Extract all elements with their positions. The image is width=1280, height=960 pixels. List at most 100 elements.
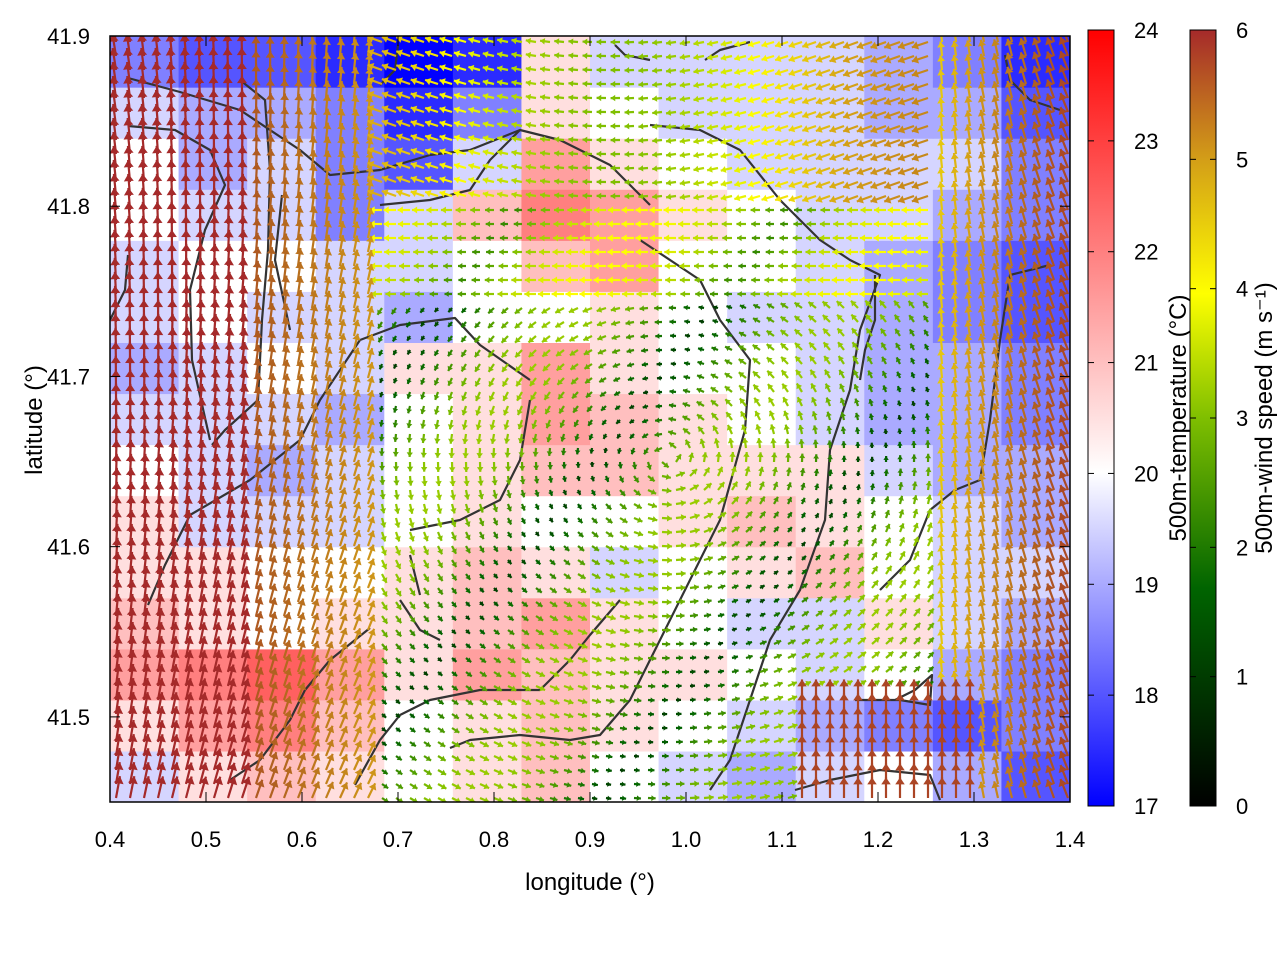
wind-arrow — [815, 110, 831, 119]
wind-arrow — [706, 67, 719, 75]
wind-arrow — [638, 193, 649, 200]
wind-arrow — [439, 36, 453, 44]
wind-arrow — [482, 65, 495, 72]
wind-arrow — [870, 152, 887, 162]
wind-arrow — [859, 234, 872, 242]
wind-arrow — [594, 206, 606, 214]
wind-arrow — [720, 180, 733, 187]
wind-arrow — [496, 37, 509, 45]
wind-arrow — [842, 110, 859, 120]
wind-arrow — [610, 66, 621, 74]
wind-arrow — [456, 234, 466, 242]
wind-arrow — [350, 39, 360, 57]
wind-arrow — [977, 165, 987, 183]
wind-arrow — [412, 234, 424, 242]
wind-arrow — [553, 220, 564, 228]
wind-arrow — [856, 54, 873, 64]
heatmap-cell — [727, 495, 797, 548]
wind-arrow — [663, 234, 676, 242]
wind-arrow — [842, 54, 859, 64]
wind-arrow — [897, 68, 915, 78]
heatmap-cell — [590, 189, 660, 241]
wind-arrow — [950, 96, 959, 113]
wind-arrow — [1004, 164, 1014, 183]
wind-arrow — [734, 180, 747, 188]
wind-arrow — [540, 206, 550, 214]
wind-arrow — [915, 220, 928, 228]
wind-arrow — [1045, 51, 1056, 71]
wind-arrow — [554, 38, 565, 45]
wind-arrow — [309, 178, 318, 197]
y-tick-label: 41.8 — [47, 194, 90, 219]
wind-arrow — [1031, 191, 1042, 211]
wind-arrow — [883, 68, 901, 78]
wind-arrow — [470, 206, 480, 214]
wind-arrow — [439, 64, 453, 72]
wind-arrow — [801, 82, 817, 91]
wind-arrow — [610, 164, 621, 172]
wind-arrow — [539, 52, 551, 59]
wind-arrow — [870, 54, 887, 64]
heatmap-cell — [452, 36, 523, 88]
wind-arrow — [468, 78, 481, 86]
wind-arrow — [870, 138, 887, 148]
x-tick-label: 0.4 — [95, 827, 126, 852]
heatmap-cell — [521, 546, 591, 599]
wind-arrow — [527, 206, 536, 214]
wind-arrow — [883, 96, 901, 106]
wind-arrow — [911, 82, 929, 92]
heatmap-cell — [384, 495, 454, 548]
x-tick-label: 0.5 — [191, 827, 222, 852]
wind-arrow — [761, 82, 775, 90]
heatmap-cell — [658, 342, 728, 395]
wind-arrow — [1045, 163, 1056, 183]
wind-arrow — [801, 138, 817, 147]
wind-arrow — [424, 175, 439, 184]
wind-arrow — [693, 137, 705, 145]
x-tick-label: 1.1 — [767, 827, 798, 852]
wind-arrow — [1018, 178, 1028, 197]
wind-arrow — [967, 36, 972, 43]
wind-arrow — [679, 95, 691, 103]
wind-arrow — [582, 136, 593, 143]
wind-arrow — [365, 165, 374, 183]
wind-arrow — [338, 36, 342, 43]
wind-arrow — [950, 68, 959, 85]
wind-arrow — [679, 165, 691, 173]
wind-arrow — [1031, 65, 1042, 85]
wind-arrow — [482, 79, 495, 86]
colorbar-tick-label: 24 — [1134, 18, 1158, 43]
wind-arrow — [1004, 38, 1014, 57]
wind-arrow — [539, 108, 551, 115]
wind-arrow — [352, 36, 356, 43]
wind-arrow — [439, 176, 453, 184]
wind-arrow — [766, 221, 774, 227]
wind-arrow — [806, 234, 816, 242]
wind-arrow — [381, 147, 397, 156]
wind-arrow — [693, 39, 705, 47]
wind-arrow — [829, 138, 845, 148]
wind-arrow — [365, 137, 374, 155]
wind-arrow — [482, 93, 495, 100]
wind-arrow — [381, 77, 397, 86]
x-tick-label: 0.9 — [575, 827, 606, 852]
wind-arrow — [309, 220, 318, 239]
wind-arrow — [468, 190, 481, 198]
wind-arrow — [427, 234, 438, 242]
wind-arrow — [964, 180, 973, 197]
heatmap-cell — [590, 393, 660, 446]
wind-arrow — [365, 81, 374, 99]
contour-line — [855, 673, 934, 707]
wind-arrow — [568, 164, 579, 171]
wind-arrow — [395, 105, 411, 114]
wind-arrow — [1018, 164, 1028, 183]
wind-arrow — [1031, 135, 1042, 155]
wind-arrow — [554, 164, 565, 171]
wind-arrow — [383, 220, 396, 228]
wind-arrow — [950, 110, 959, 127]
wind-arrow — [525, 51, 537, 59]
wind-arrow — [665, 81, 677, 88]
wind-arrow — [424, 147, 439, 156]
heatmap-cell — [315, 342, 385, 395]
wind-arrow — [410, 147, 425, 156]
